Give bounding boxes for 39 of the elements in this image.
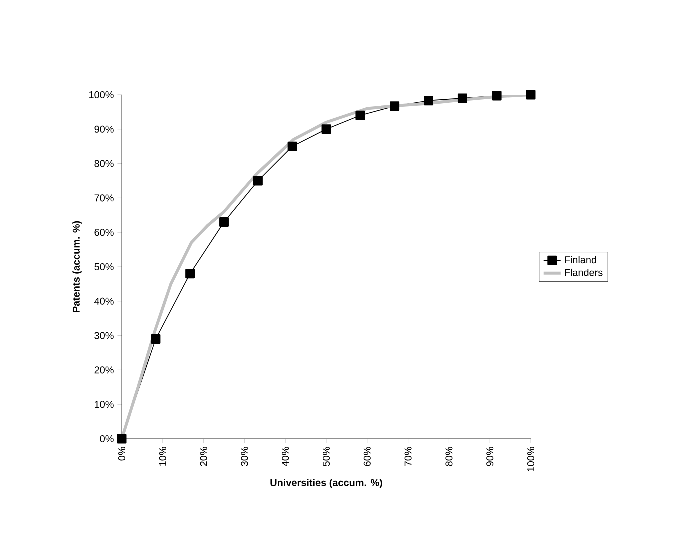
point xyxy=(356,110,366,120)
x-tick-label: 50% xyxy=(322,447,330,466)
y-tick-label: 30% xyxy=(94,332,114,340)
point xyxy=(424,96,434,106)
x-tick-label: 70% xyxy=(404,447,412,466)
y-tick-label: 10% xyxy=(95,401,114,408)
y-tick-label: 70% xyxy=(94,194,114,202)
point xyxy=(390,102,400,112)
y-tick-label: 20% xyxy=(94,366,114,374)
x-tick-label: 40% xyxy=(282,447,290,466)
point xyxy=(458,94,468,104)
legend-label: Flanders xyxy=(565,268,603,276)
y-tick-label: 100% xyxy=(90,91,114,99)
x-axis-title: Universities (accum. %) xyxy=(270,479,382,488)
y-tick-label: 50% xyxy=(94,263,114,271)
y-tick-label: 80% xyxy=(94,160,114,168)
point xyxy=(492,91,502,101)
point xyxy=(151,334,161,344)
point xyxy=(288,142,298,152)
x-tick-label: 0% xyxy=(118,447,126,461)
point xyxy=(253,176,263,186)
x-tick-label: 90% xyxy=(486,447,494,466)
point xyxy=(526,90,536,100)
point xyxy=(117,434,127,444)
y-tick-label: 40% xyxy=(94,298,114,305)
x-tick-label: 30% xyxy=(241,447,248,466)
y-axis-title: Patents (accum. %) xyxy=(72,221,82,312)
x-tick-label: 20% xyxy=(200,447,208,466)
point xyxy=(186,269,196,279)
y-tick-label: 60% xyxy=(94,229,114,236)
legend-label: Finland xyxy=(565,256,596,264)
y-tick-label: 0% xyxy=(100,435,114,443)
x-tick-label: 100% xyxy=(527,447,535,472)
x-tick-label: 60% xyxy=(364,447,371,466)
point xyxy=(322,124,332,134)
x-tick-label: 80% xyxy=(446,447,453,466)
y-tick-label: 90% xyxy=(94,126,114,133)
x-tick-label: 10% xyxy=(159,447,166,466)
point xyxy=(220,218,229,227)
